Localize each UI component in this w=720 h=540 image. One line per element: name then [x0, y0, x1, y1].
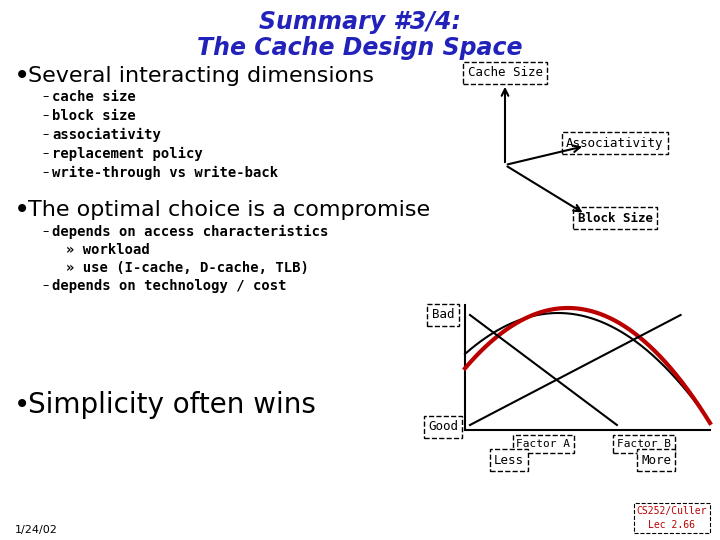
- Text: » workload: » workload: [66, 243, 150, 257]
- Text: –: –: [42, 226, 48, 239]
- Text: –: –: [42, 166, 48, 179]
- Text: –: –: [42, 147, 48, 160]
- Text: Simplicity often wins: Simplicity often wins: [28, 391, 316, 419]
- Text: replacement policy: replacement policy: [52, 147, 203, 161]
- Text: Block Size: Block Size: [577, 212, 652, 225]
- Text: Factor A: Factor A: [516, 439, 570, 449]
- Text: Several interacting dimensions: Several interacting dimensions: [28, 66, 374, 86]
- Text: The Cache Design Space: The Cache Design Space: [197, 36, 523, 60]
- Text: •: •: [14, 391, 30, 419]
- Text: block size: block size: [52, 109, 136, 123]
- Text: Bad: Bad: [432, 308, 454, 321]
- Text: » use (I-cache, D-cache, TLB): » use (I-cache, D-cache, TLB): [66, 261, 309, 275]
- Text: depends on access characteristics: depends on access characteristics: [52, 225, 328, 239]
- Text: write-through vs write-back: write-through vs write-back: [52, 166, 278, 180]
- Text: •: •: [14, 62, 30, 90]
- Text: cache size: cache size: [52, 90, 136, 104]
- Text: –: –: [42, 129, 48, 141]
- Text: associativity: associativity: [52, 128, 161, 142]
- Text: Cache Size: Cache Size: [467, 66, 542, 79]
- Text: Associativity: Associativity: [566, 137, 664, 150]
- Text: –: –: [42, 280, 48, 293]
- Text: –: –: [42, 110, 48, 123]
- Text: CS252/Culler
Lec 2.66: CS252/Culler Lec 2.66: [636, 506, 707, 530]
- Text: More: More: [641, 454, 671, 467]
- Text: 1/24/02: 1/24/02: [15, 525, 58, 535]
- Text: Less: Less: [494, 454, 524, 467]
- Text: The optimal choice is a compromise: The optimal choice is a compromise: [28, 200, 430, 220]
- Text: Summary #3/4:: Summary #3/4:: [259, 10, 461, 34]
- Text: •: •: [14, 196, 30, 224]
- Text: –: –: [42, 91, 48, 104]
- Text: depends on technology / cost: depends on technology / cost: [52, 279, 287, 293]
- Text: Factor B: Factor B: [617, 439, 671, 449]
- Text: Good: Good: [428, 421, 458, 434]
